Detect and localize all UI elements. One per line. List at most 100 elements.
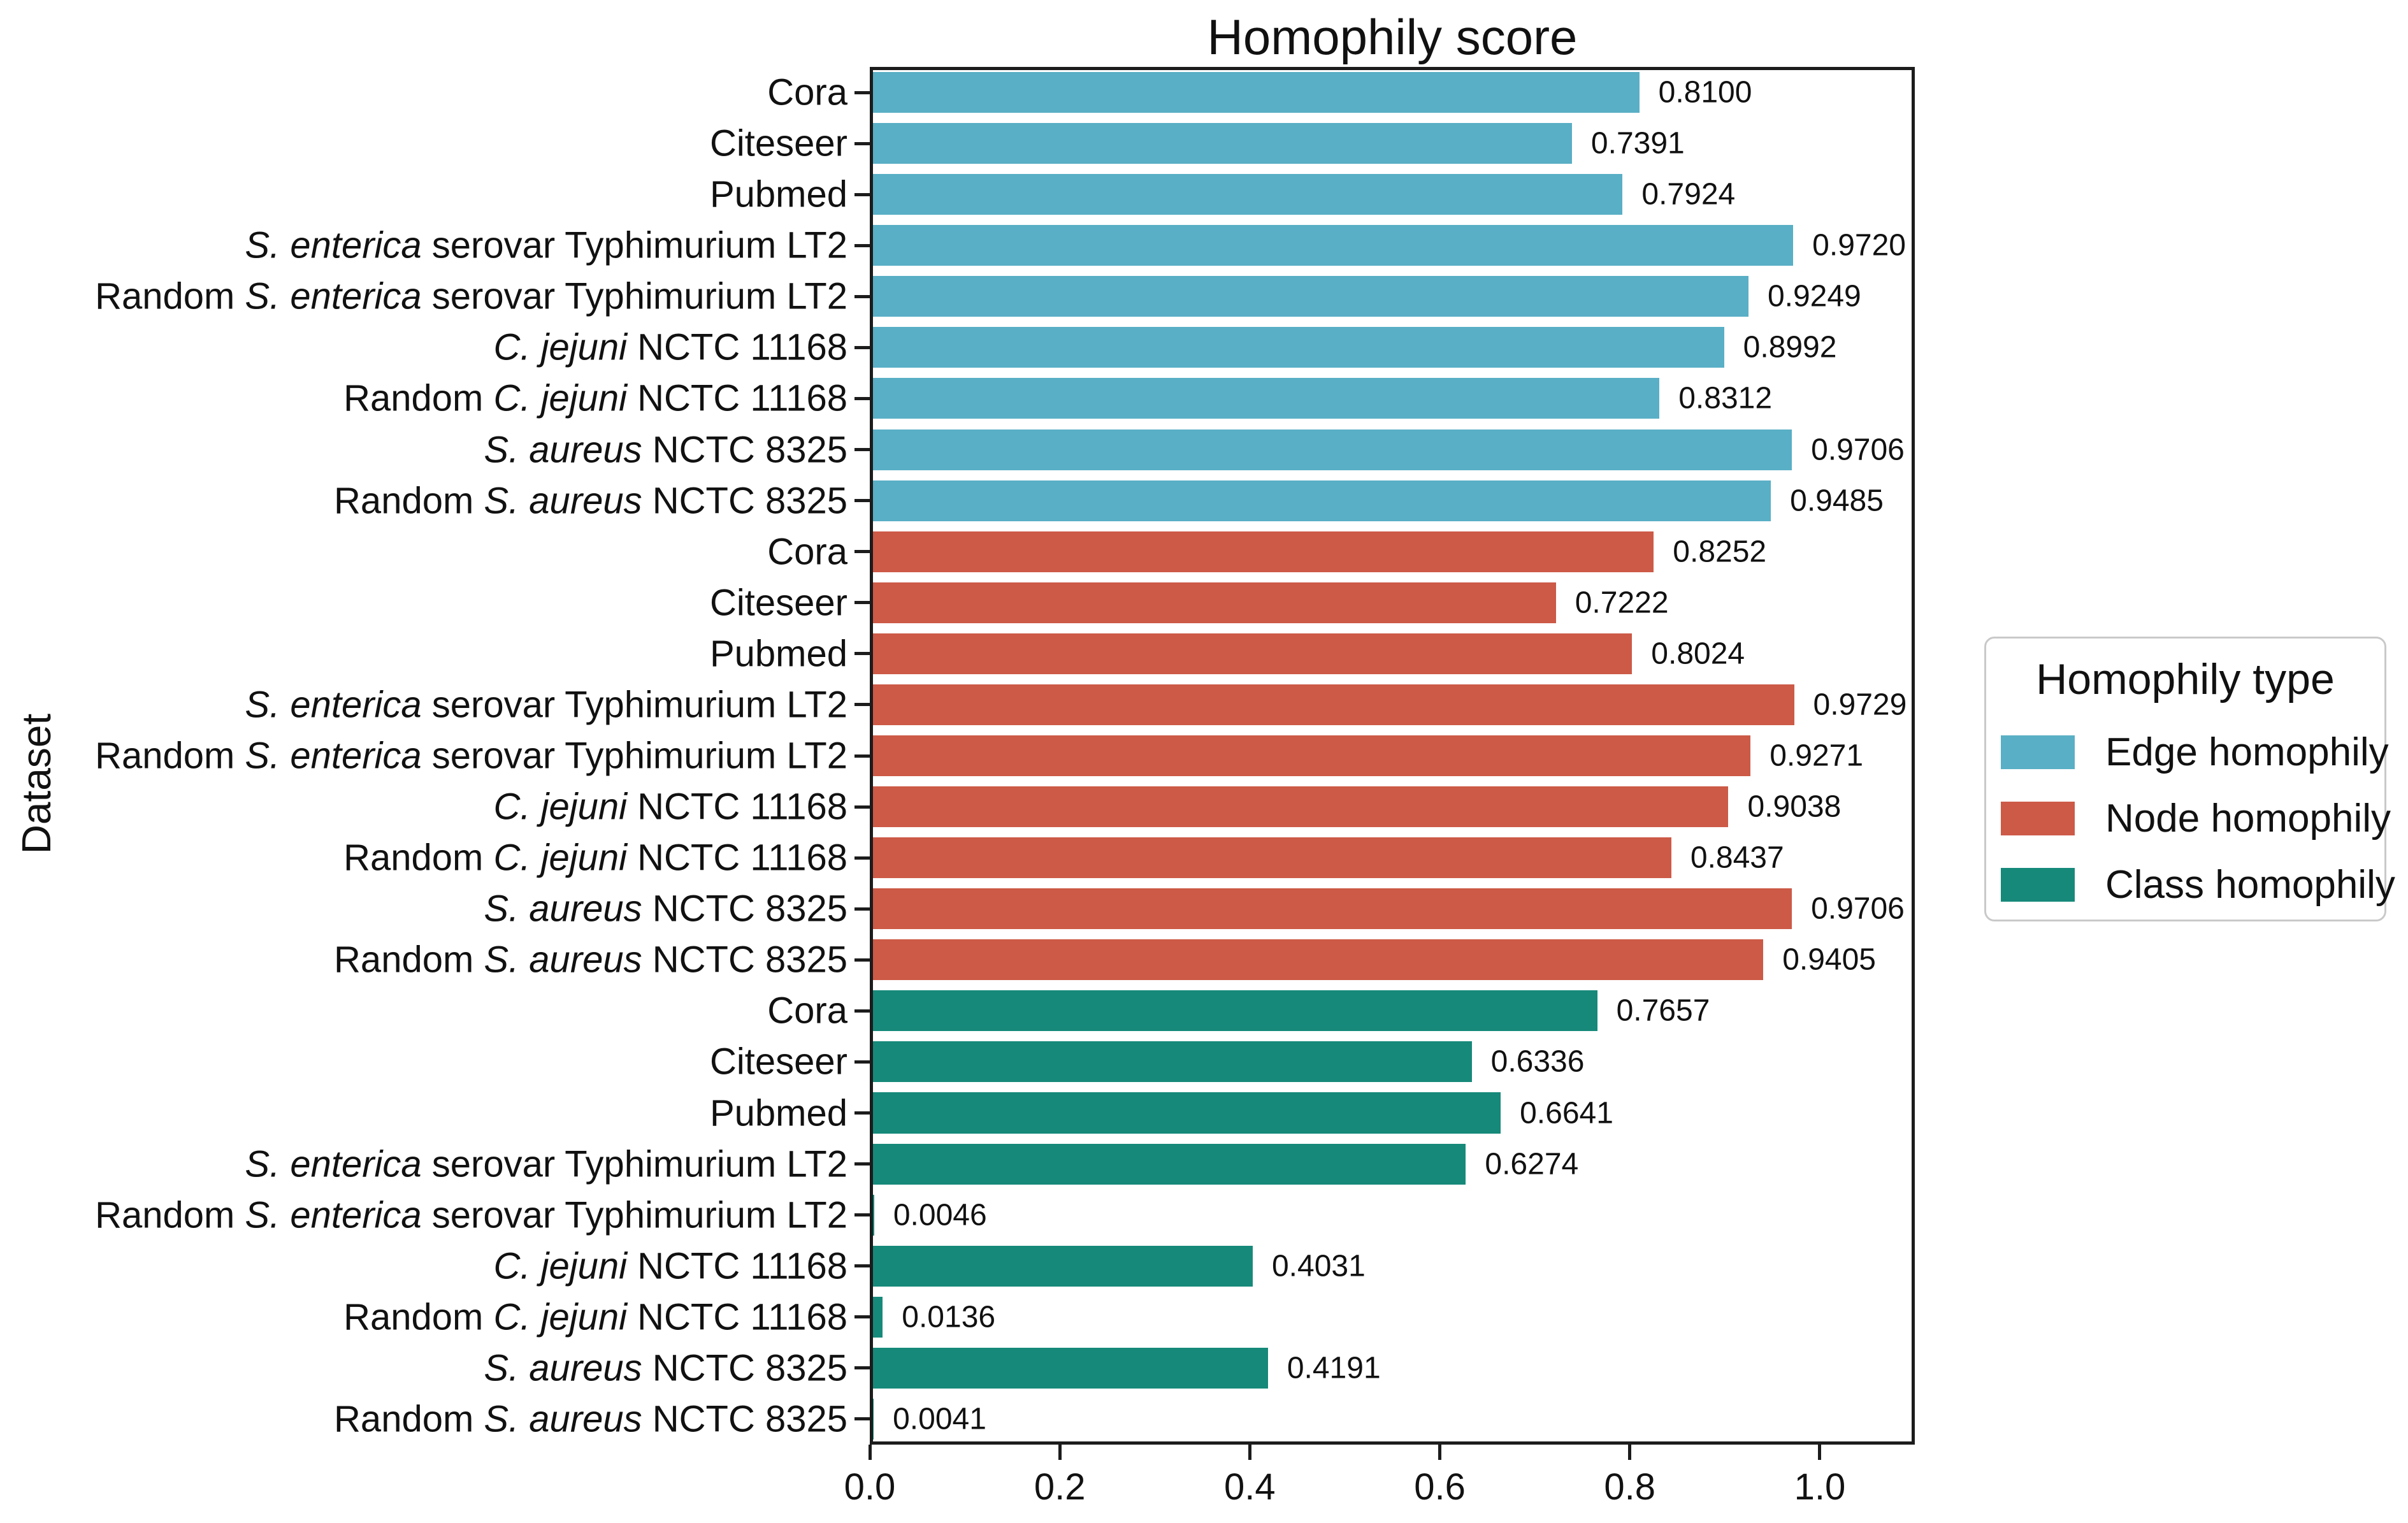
legend: Homophily type Edge homophily Node homoph… xyxy=(1984,637,2395,921)
y-tick-label: Random C. jejuni NCTC 11168 xyxy=(343,1296,847,1338)
label-text: Citeseer xyxy=(710,1041,847,1083)
label-text: NCTC 11168 xyxy=(627,377,847,419)
label-text: Random xyxy=(334,480,484,522)
legend-swatch xyxy=(2001,867,2075,902)
legend-entry-label: Class homophily xyxy=(2105,862,2395,907)
bar xyxy=(870,1245,1253,1287)
x-axis-ticks xyxy=(868,1445,1915,1460)
bar-value-label: 0.0046 xyxy=(893,1198,987,1232)
y-tick-mark xyxy=(854,907,870,911)
label-text: NCTC 8325 xyxy=(642,1398,847,1440)
x-tick-mark xyxy=(1058,1445,1062,1460)
x-tick-label: 0.6 xyxy=(1414,1466,1466,1508)
bar xyxy=(870,1092,1501,1134)
bar-value-label: 0.8024 xyxy=(1651,637,1745,671)
y-tick-label: Random C. jejuni NCTC 11168 xyxy=(343,377,847,420)
y-tick-label: Pubmed xyxy=(710,632,847,675)
bar-value-label: 0.9706 xyxy=(1811,433,1905,467)
label-text: Cora xyxy=(767,531,847,573)
label-text: Random xyxy=(95,275,245,317)
y-tick-mark xyxy=(854,550,870,554)
species-name-italic: S. enterica xyxy=(245,1143,422,1185)
y-tick-mark xyxy=(854,294,870,298)
label-text: Pubmed xyxy=(709,173,847,215)
species-name-italic: S. aureus xyxy=(484,1398,642,1440)
y-tick-label: Citeseer xyxy=(710,1041,847,1083)
bar xyxy=(870,684,1794,725)
y-tick-mark xyxy=(854,1213,870,1217)
legend-entry: Edge homophily xyxy=(1986,719,2389,785)
bar-value-label: 0.8437 xyxy=(1690,841,1784,875)
x-tick-label: 0.4 xyxy=(1224,1466,1276,1508)
y-tick-label: Citeseer xyxy=(710,581,847,624)
species-name-italic: S. aureus xyxy=(484,480,642,522)
label-text: Random xyxy=(343,1296,494,1338)
label-text: Citeseer xyxy=(710,582,847,624)
y-tick-label: Cora xyxy=(767,530,847,573)
plot-area: 0.8100 0.7391 0.7924 0.9720 0.9249 0.8992 0.83… xyxy=(870,67,1915,1445)
bar-value-label: 0.7222 xyxy=(1575,586,1669,620)
bar-value-label: 0.0041 xyxy=(893,1402,986,1436)
y-tick-label: S. enterica serovar Typhimurium LT2 xyxy=(245,224,847,267)
label-text: Random xyxy=(95,735,245,777)
label-text: NCTC 8325 xyxy=(642,888,847,930)
y-tick-mark xyxy=(854,856,870,860)
x-tick-mark xyxy=(868,1445,872,1460)
bar xyxy=(870,582,1556,623)
bar-value-label: 0.0136 xyxy=(902,1300,996,1334)
bar-value-label: 0.6336 xyxy=(1490,1044,1585,1079)
label-text: NCTC 11168 xyxy=(627,1245,847,1287)
species-name-italic: C. jejuni xyxy=(493,837,627,879)
bar xyxy=(870,276,1748,317)
bar xyxy=(870,888,1792,930)
x-tick-mark xyxy=(1438,1445,1442,1460)
bar xyxy=(870,123,1572,164)
species-name-italic: S. aureus xyxy=(484,939,642,981)
species-name-italic: C. jejuni xyxy=(493,377,627,419)
bar xyxy=(870,72,1640,113)
y-tick-mark xyxy=(854,396,870,400)
bar-value-label: 0.9729 xyxy=(1813,688,1907,722)
y-tick-label: C. jejuni NCTC 11168 xyxy=(493,786,847,828)
y-tick-label: Random S. aureus NCTC 8325 xyxy=(334,1397,847,1440)
bar xyxy=(870,786,1729,828)
y-tick-label: Random S. aureus NCTC 8325 xyxy=(334,479,847,522)
label-text: serovar Typhimurium LT2 xyxy=(421,735,847,777)
bar-value-label: 0.8992 xyxy=(1743,330,1837,365)
y-tick-mark xyxy=(854,1009,870,1013)
y-tick-mark xyxy=(854,448,870,452)
y-tick-mark xyxy=(854,652,870,656)
x-tick-label: 1.0 xyxy=(1794,1466,1846,1508)
label-text: Random xyxy=(343,377,494,419)
label-text: Random xyxy=(343,837,494,879)
y-tick-mark xyxy=(854,1366,870,1370)
label-text: serovar Typhimurium LT2 xyxy=(421,1143,847,1185)
bar-value-label: 0.9485 xyxy=(1790,484,1884,518)
bar xyxy=(870,735,1751,777)
chart-title: Homophily score xyxy=(1207,9,1578,65)
y-tick-label: Random S. enterica serovar Typhimurium L… xyxy=(95,275,847,318)
bar xyxy=(870,990,1597,1032)
bar xyxy=(870,531,1654,572)
y-tick-mark xyxy=(854,1264,870,1268)
label-text: serovar Typhimurium LT2 xyxy=(421,1194,847,1236)
bar-value-label: 0.9405 xyxy=(1782,942,1876,977)
x-tick-label: 0.8 xyxy=(1604,1466,1656,1508)
bar-value-label: 0.9038 xyxy=(1747,790,1842,824)
bar xyxy=(870,837,1671,879)
bar xyxy=(870,429,1792,470)
label-text: NCTC 8325 xyxy=(642,429,847,471)
label-text: Pubmed xyxy=(709,633,847,675)
y-tick-label: Random S. enterica serovar Typhimurium L… xyxy=(95,1194,847,1236)
label-text: NCTC 11168 xyxy=(627,1296,847,1338)
species-name-italic: S. enterica xyxy=(245,684,422,726)
y-tick-label: Random C. jejuni NCTC 11168 xyxy=(343,837,847,879)
species-name-italic: S. aureus xyxy=(484,1347,642,1389)
y-tick-mark xyxy=(854,192,870,196)
y-tick-label: Citeseer xyxy=(710,122,847,165)
y-tick-mark xyxy=(854,1060,870,1064)
bar-value-label: 0.7391 xyxy=(1590,126,1685,161)
label-text: NCTC 8325 xyxy=(642,939,847,981)
y-tick-mark xyxy=(854,1162,870,1166)
